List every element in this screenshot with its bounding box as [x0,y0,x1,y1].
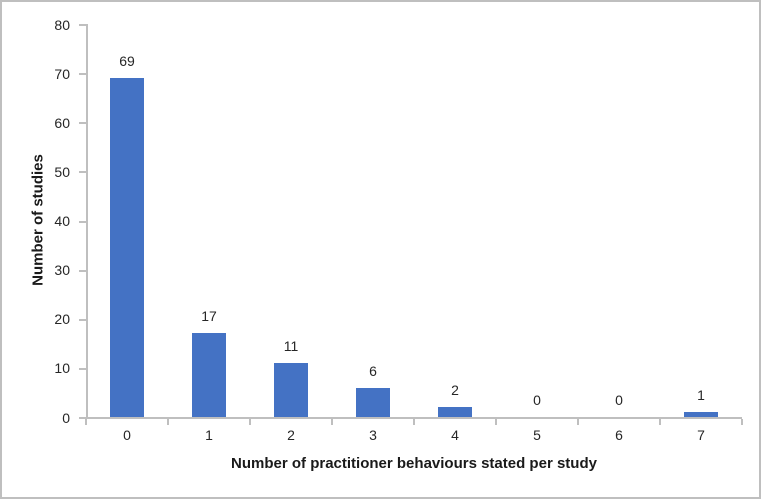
x-tick-mark [249,419,251,425]
bar [192,333,226,417]
y-tick-mark [79,367,86,370]
x-tick-mark [413,419,415,425]
x-tick-label: 0 [123,427,131,443]
bar [438,407,472,417]
data-label: 17 [201,308,217,325]
x-tick-mark [741,419,743,425]
y-tick-mark [79,220,86,223]
x-tick-mark [577,419,579,425]
y-axis-line [86,24,88,419]
x-tick-label: 6 [615,427,623,443]
x-tick-label: 5 [533,427,541,443]
data-label: 1 [697,387,705,404]
y-tick-label: 70 [54,65,70,82]
y-tick-mark [79,269,86,272]
bar [110,78,144,417]
x-tick-label: 4 [451,427,459,443]
y-tick-mark [79,417,86,419]
x-axis-line [86,417,742,419]
data-label: 0 [615,392,623,408]
y-tick-label: 60 [54,114,70,131]
data-label: 69 [119,53,135,70]
data-label: 6 [369,362,377,379]
x-tick-label: 7 [697,427,705,443]
y-tick-label: 0 [62,409,70,426]
bar [274,362,308,417]
x-tick-mark [331,419,333,425]
x-tick-mark [85,419,87,425]
y-tick-label: 50 [54,163,70,180]
x-tick-label: 3 [369,427,377,443]
bar [356,387,390,417]
y-tick-mark [79,73,86,76]
x-tick-mark [659,419,661,425]
x-tick-label: 2 [287,427,295,443]
y-tick-mark [79,171,86,174]
y-tick-mark [79,24,86,26]
x-axis-title: Number of practitioner behaviours stated… [231,455,597,472]
y-tick-mark [79,122,86,125]
x-tick-mark [495,419,497,425]
data-label: 0 [533,392,541,408]
y-tick-mark [79,318,86,321]
x-tick-mark [167,419,169,425]
x-tick-label: 1 [205,427,213,443]
y-tick-label: 30 [54,262,70,279]
y-tick-label: 20 [54,311,70,328]
y-tick-label: 10 [54,360,70,377]
y-tick-label: 40 [54,213,70,229]
y-tick-label: 80 [54,16,70,33]
data-label: 2 [451,382,459,399]
data-label: 11 [283,337,299,354]
bar [684,412,718,417]
